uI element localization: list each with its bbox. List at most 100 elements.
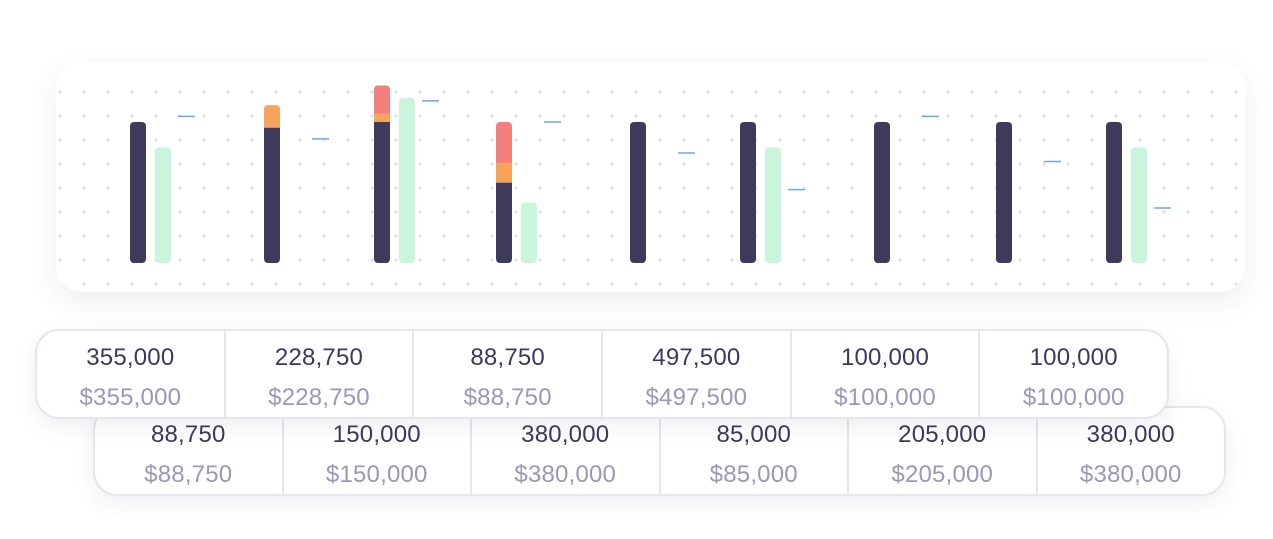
grid-dot [1090, 186, 1094, 190]
grid-dot [1066, 138, 1070, 142]
grid-dot [850, 138, 854, 142]
grid-dot [514, 114, 518, 118]
grid-dot [250, 138, 254, 142]
grid-dot [202, 282, 206, 286]
amount-value: $100,000 [834, 384, 936, 411]
grid-dot [466, 114, 470, 118]
bar-green [765, 147, 781, 263]
grid-dot [658, 234, 662, 238]
grid-dot [346, 282, 350, 286]
grid-dot [1114, 90, 1118, 94]
grid-dot [418, 138, 422, 142]
grid-dot [1138, 282, 1142, 286]
grid-dot [202, 138, 206, 142]
grid-dot [898, 210, 902, 214]
value-cell: 100,000 $100,000 [789, 331, 979, 417]
grid-dot [490, 90, 494, 94]
value-cell: 355,000 $355,000 [37, 331, 224, 417]
grid-dot [850, 282, 854, 286]
amount-value: $228,750 [268, 384, 370, 411]
grid-dot [538, 162, 542, 166]
grid-dot [106, 114, 110, 118]
grid-dot [490, 114, 494, 118]
grid-dot [970, 186, 974, 190]
grid-dot [58, 138, 62, 142]
grid-dot [898, 162, 902, 166]
grid-dot [802, 234, 806, 238]
grid-dot [322, 90, 326, 94]
grid-dot [178, 162, 182, 166]
unit-value: 150,000 [332, 421, 421, 448]
amount-value: $205,000 [891, 461, 994, 488]
grid-dot [1090, 114, 1094, 118]
grid-dot [442, 162, 446, 166]
grid-dot [922, 186, 926, 190]
grid-dot [970, 234, 974, 238]
grid-dot [826, 210, 830, 214]
grid-dot [1090, 138, 1094, 142]
unit-value: 100,000 [1029, 344, 1118, 371]
bar-green [1131, 147, 1147, 263]
grid-dot [130, 282, 134, 286]
grid-dot [298, 234, 302, 238]
value-cell: 380,000 $380,000 [470, 408, 659, 494]
grid-dot [58, 186, 62, 190]
grid-dot [1042, 234, 1046, 238]
grid-dot [322, 258, 326, 262]
grid-dot [226, 258, 230, 262]
grid-dot [82, 90, 86, 94]
grid-dot [1042, 90, 1046, 94]
bar-segment-primary [374, 122, 390, 263]
grid-dot [154, 282, 158, 286]
grid-dot [898, 138, 902, 142]
value-cell: 228,750 $228,750 [223, 331, 413, 417]
grid-dot [298, 138, 302, 142]
grid-dot [1066, 114, 1070, 118]
grid-dot [466, 90, 470, 94]
grid-dot [850, 258, 854, 262]
grid-dot [1234, 234, 1238, 238]
grid-dot [898, 258, 902, 262]
grid-dot [682, 162, 686, 166]
unit-value: 380,000 [521, 421, 610, 448]
grid-dot [466, 186, 470, 190]
grid-dot [1138, 138, 1142, 142]
grid-dot [1042, 258, 1046, 262]
unit-value: 355,000 [86, 344, 175, 371]
grid-dot [250, 234, 254, 238]
bar-segment-primary [630, 122, 646, 263]
grid-dot [1186, 282, 1190, 286]
grid-dot [226, 234, 230, 238]
grid-dot [706, 186, 710, 190]
grid-dot [1066, 186, 1070, 190]
grid-dot [250, 90, 254, 94]
grid-dot [346, 138, 350, 142]
grid-dot [826, 282, 830, 286]
grid-dot [346, 114, 350, 118]
bar-segment-primary [874, 122, 890, 263]
grid-dot [106, 282, 110, 286]
grid-dot [1186, 90, 1190, 94]
grid-dot [346, 258, 350, 262]
grid-dot [1114, 282, 1118, 286]
grid-dot [1162, 138, 1166, 142]
grid-dot [682, 234, 686, 238]
grid-dot [538, 234, 542, 238]
grid-dot [1138, 114, 1142, 118]
grid-dot [1234, 258, 1238, 262]
bar-segment-secondary [264, 105, 280, 128]
bar-green [521, 202, 537, 263]
grid-dot [514, 282, 518, 286]
amount-value: $380,000 [514, 461, 617, 488]
grid-dot [586, 114, 590, 118]
grid-dot [802, 258, 806, 262]
grid-dot [1162, 282, 1166, 286]
grid-dot [394, 186, 398, 190]
grid-dot [802, 282, 806, 286]
grid-dot [130, 90, 134, 94]
grid-dot [898, 114, 902, 118]
grid-dot [202, 258, 206, 262]
grid-dot [202, 90, 206, 94]
grid-dot [490, 162, 494, 166]
grid-dot [202, 210, 206, 214]
